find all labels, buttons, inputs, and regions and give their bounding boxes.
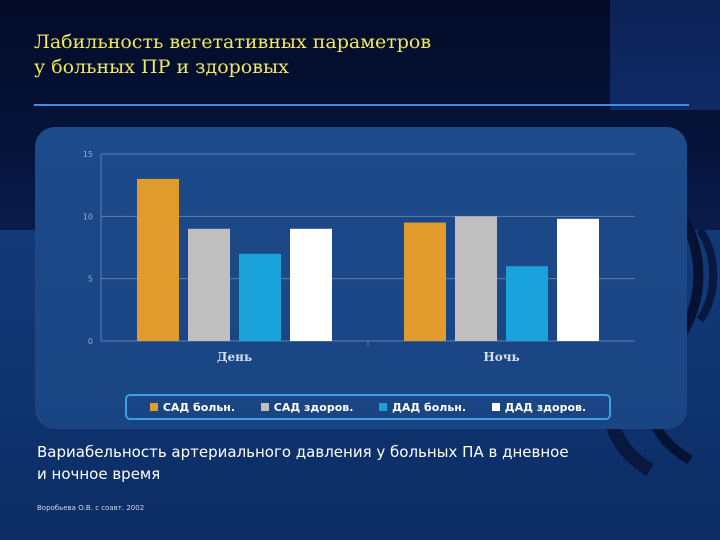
slide-title-line: Лабильность вегетативных параметров (34, 31, 432, 53)
slide-caption: Вариабельность артериального давления у … (37, 441, 637, 485)
legend-item: САД больн. (149, 400, 236, 414)
bar (137, 178, 179, 341)
x-category-label: Ночь (483, 350, 519, 364)
legend-swatch (491, 403, 500, 411)
y-tick-label: 5 (88, 275, 93, 284)
caption-line: и ночное время (37, 465, 161, 483)
bar (239, 253, 281, 341)
legend-swatch (149, 403, 158, 411)
bar (557, 218, 599, 341)
chart-legend: САД больн. САД здоров. ДАД больн. ДАД зд… (125, 394, 611, 420)
legend-item: ДАД здоров. (491, 400, 587, 414)
legend-label: САД здоров. (273, 400, 354, 414)
y-tick-label: 0 (88, 337, 93, 346)
slide-title: Лабильность вегетативных параметров у бо… (34, 30, 594, 80)
bar (506, 266, 548, 341)
caption-line: Вариабельность артериального давления у … (37, 443, 569, 461)
title-divider (34, 104, 689, 106)
legend-item: ДАД больн. (379, 401, 466, 414)
x-category-label: День (217, 350, 252, 364)
bar (404, 222, 446, 341)
slide-title-line: у больных ПР и здоровых (34, 56, 289, 78)
bar (188, 228, 230, 341)
legend-swatch (260, 403, 269, 411)
legend-label: ДАД здоров. (504, 400, 587, 414)
bar (455, 216, 497, 341)
bar (290, 228, 332, 341)
source-footnote: Воробьева О.В. с соавт. 2002 (37, 504, 145, 512)
y-tick-label: 10 (83, 212, 93, 221)
y-tick-label: 15 (83, 150, 93, 159)
legend-label: ДАД больн. (392, 400, 467, 414)
legend-item: САД здоров. (260, 400, 354, 414)
legend-label: САД больн. (162, 400, 236, 414)
legend-swatch (379, 403, 388, 411)
background-corner (610, 0, 720, 110)
bar-chart: 0 5 10 15 День Ночь (83, 150, 635, 364)
